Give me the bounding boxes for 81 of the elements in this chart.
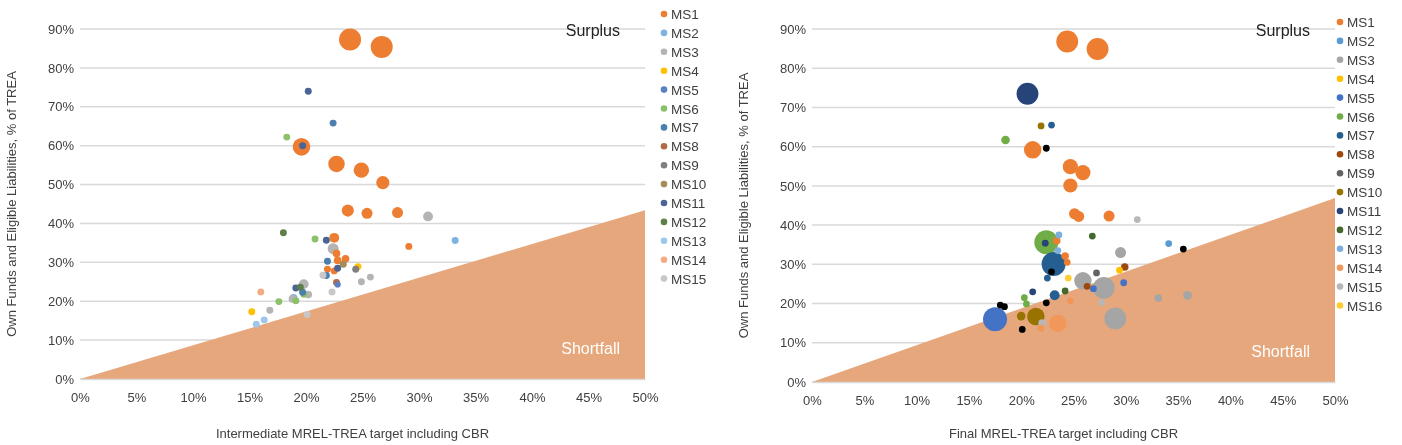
x-axis-title: Final MREL-TREA target including CBR xyxy=(948,426,1179,441)
y-tick-label: 50% xyxy=(779,178,807,194)
x-tick-label: 45% xyxy=(1270,393,1297,409)
y-tick-label: 10% xyxy=(779,335,807,351)
legend-label: MS6 xyxy=(1347,109,1375,125)
y-tick-label: 90% xyxy=(47,21,75,37)
legend-label: MS2 xyxy=(1347,33,1375,49)
x-tick-label: 0% xyxy=(71,390,91,406)
y-tick-label: 80% xyxy=(779,60,807,76)
legend-label: MS9 xyxy=(671,158,699,174)
legend-label: MS2 xyxy=(671,25,699,41)
legend-label: MS7 xyxy=(1347,128,1375,144)
legend-label: MS15 xyxy=(671,271,707,287)
x-tick-label: 15% xyxy=(956,393,983,409)
y-tick-label: 30% xyxy=(47,254,75,270)
legend-label: MS14 xyxy=(671,252,707,268)
y-tick-label: 90% xyxy=(779,21,807,37)
y-tick-label: 30% xyxy=(779,256,807,272)
annotation: Shortfall xyxy=(1251,343,1310,360)
legend-label: MS6 xyxy=(671,101,699,117)
y-axis-title: Own Funds and Eligible Liabilities, % of TREA xyxy=(4,70,19,337)
legend-label: MS4 xyxy=(1347,71,1376,87)
legend-label: MS12 xyxy=(1347,222,1383,238)
legend-label: MS9 xyxy=(1347,166,1375,182)
x-tick-label: 30% xyxy=(406,390,433,406)
legend-label: MS16 xyxy=(1347,298,1383,314)
legend-label: MS13 xyxy=(671,233,707,249)
legend-label: MS5 xyxy=(1347,90,1375,106)
legend-label: MS3 xyxy=(671,44,699,60)
x-tick-label: 5% xyxy=(127,390,147,406)
y-tick-label: 20% xyxy=(47,293,75,309)
legend-label: MS4 xyxy=(671,63,700,79)
y-tick-label: 80% xyxy=(47,60,75,76)
x-tick-label: 15% xyxy=(236,390,264,406)
x-tick-label: 45% xyxy=(575,390,603,406)
x-tick-label: 35% xyxy=(462,390,490,406)
x-tick-label: 50% xyxy=(1322,393,1349,409)
annotation: Surplus xyxy=(565,22,620,39)
y-axis-title: Own Funds and Eligible Liabilities, % of TREA xyxy=(736,72,751,339)
x-tick-label: 40% xyxy=(1217,393,1245,409)
legend-label: MS12 xyxy=(671,214,707,230)
y-tick-label: 60% xyxy=(47,138,75,154)
x-tick-label: 20% xyxy=(293,390,320,406)
legend-label: MS13 xyxy=(1347,241,1383,257)
y-tick-label: 50% xyxy=(47,177,75,193)
annotation: Surplus xyxy=(1255,22,1310,39)
x-axis-title: Intermediate MREL-TREA target including CBR xyxy=(215,426,490,441)
y-tick-label: 60% xyxy=(779,139,807,155)
x-tick-label: 5% xyxy=(855,393,875,409)
x-tick-label: 35% xyxy=(1165,393,1193,409)
y-tick-label: 40% xyxy=(47,216,75,232)
annotation: Shortfall xyxy=(561,340,620,357)
x-tick-label: 10% xyxy=(180,390,207,406)
y-tick-label: 0% xyxy=(787,374,807,390)
x-tick-label: 40% xyxy=(519,390,546,406)
y-tick-label: 20% xyxy=(779,296,807,312)
y-tick-label: 0% xyxy=(55,371,75,387)
y-tick-label: 70% xyxy=(779,100,807,116)
x-tick-label: 10% xyxy=(904,393,931,409)
x-tick-label: 25% xyxy=(349,390,377,406)
legend-label: MS11 xyxy=(671,196,706,211)
legend-label: MS3 xyxy=(1347,52,1375,68)
legend-label: MS7 xyxy=(671,120,699,136)
legend-label: MS5 xyxy=(671,82,699,98)
legend-label: MS8 xyxy=(1347,147,1375,163)
legend-label: MS15 xyxy=(1347,279,1383,295)
legend-label: MS1 xyxy=(1347,15,1375,30)
x-tick-label: 30% xyxy=(1113,393,1140,409)
y-tick-label: 70% xyxy=(47,99,75,115)
x-tick-label: 20% xyxy=(1008,393,1036,409)
x-tick-label: 25% xyxy=(1060,393,1088,409)
legend-label: MS8 xyxy=(671,139,699,155)
x-tick-label: 0% xyxy=(803,393,823,409)
y-tick-label: 10% xyxy=(47,332,75,348)
y-tick-label: 40% xyxy=(779,217,807,233)
legend-label: MS14 xyxy=(1347,260,1383,276)
legend-label: MS10 xyxy=(671,177,707,193)
legend-label: MS11 xyxy=(1347,204,1382,219)
x-tick-label: 50% xyxy=(632,390,659,406)
legend-label: MS1 xyxy=(671,7,699,22)
legend-label: MS10 xyxy=(1347,185,1383,201)
